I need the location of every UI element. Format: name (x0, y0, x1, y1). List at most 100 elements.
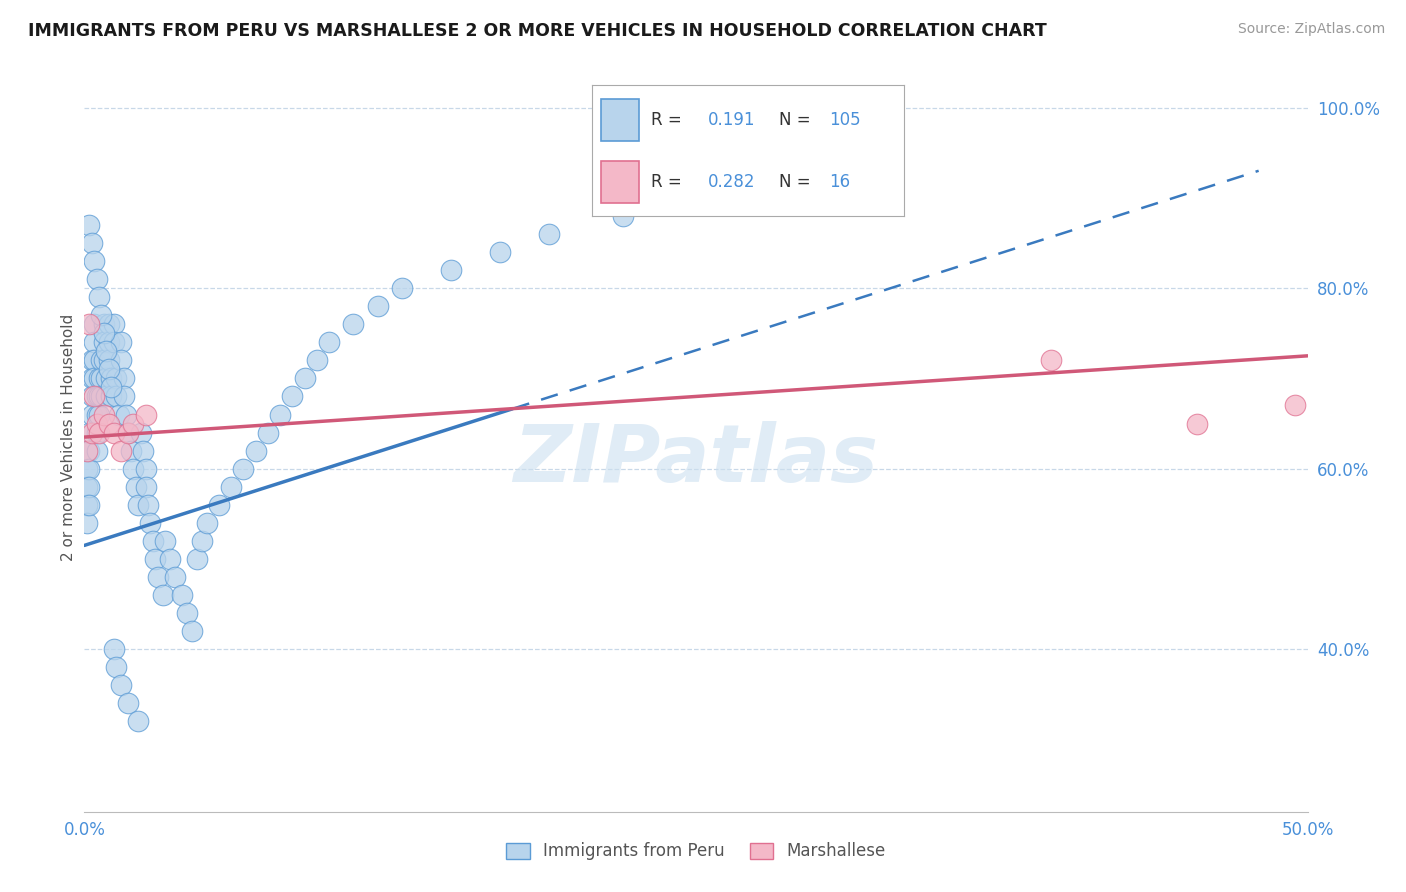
Point (90, 308, 112, 322)
Point (122, 461, 145, 475)
Point (105, 371, 128, 385)
Point (181, 624, 204, 639)
Point (76, 443, 98, 458)
Point (83, 353, 105, 368)
Point (87, 371, 110, 385)
Point (86, 408, 108, 422)
Point (305, 353, 328, 368)
Point (97, 335, 120, 350)
Point (80, 389, 103, 403)
Point (86, 425, 108, 440)
Point (93, 326, 115, 341)
Point (135, 461, 157, 475)
Point (103, 317, 125, 331)
Point (76, 516, 98, 530)
Point (112, 389, 135, 403)
Point (77, 480, 100, 494)
Point (117, 425, 139, 440)
Legend: Immigrants from Peru, Marshallese: Immigrants from Peru, Marshallese (499, 836, 893, 867)
Point (125, 480, 148, 494)
Point (107, 408, 129, 422)
Point (80, 425, 103, 440)
Point (103, 335, 125, 350)
Point (103, 642, 125, 657)
Point (219, 480, 242, 494)
Point (146, 570, 169, 584)
Point (269, 408, 291, 422)
Point (318, 335, 340, 350)
Point (90, 389, 112, 403)
Point (77, 498, 100, 512)
Text: Source: ZipAtlas.com: Source: ZipAtlas.com (1237, 22, 1385, 37)
Text: IMMIGRANTS FROM PERU VS MARSHALLESE 2 OR MORE VEHICLES IN HOUSEHOLD CORRELATION : IMMIGRANTS FROM PERU VS MARSHALLESE 2 OR… (28, 22, 1047, 40)
Point (83, 335, 105, 350)
Point (1187, 417, 1209, 431)
Point (135, 408, 157, 422)
Point (96, 389, 118, 403)
Point (87, 425, 110, 440)
Point (77, 443, 100, 458)
Point (122, 417, 145, 431)
Point (129, 425, 152, 440)
Point (120, 443, 142, 458)
Point (1284, 399, 1306, 413)
Point (77, 218, 100, 232)
Point (97, 417, 120, 431)
Point (80, 353, 103, 368)
Point (127, 714, 149, 729)
Point (132, 443, 155, 458)
Point (342, 317, 364, 331)
Point (87, 408, 110, 422)
Point (172, 588, 194, 602)
Point (232, 461, 254, 475)
Point (80, 235, 103, 250)
Point (257, 425, 280, 440)
Point (152, 588, 174, 602)
Point (117, 697, 139, 711)
Point (90, 353, 112, 368)
Point (77, 425, 100, 440)
Point (93, 353, 115, 368)
Point (83, 317, 105, 331)
Point (96, 344, 118, 359)
Point (103, 425, 125, 440)
Point (100, 380, 122, 394)
Point (391, 281, 413, 295)
Point (127, 498, 149, 512)
Point (96, 371, 118, 385)
Point (76, 461, 98, 475)
Point (83, 371, 105, 385)
Point (76, 480, 98, 494)
Point (489, 245, 512, 260)
Point (159, 552, 181, 566)
Point (195, 516, 218, 530)
Point (110, 678, 132, 692)
Text: ZIPatlas: ZIPatlas (513, 420, 879, 499)
Point (163, 570, 186, 584)
Y-axis label: 2 or more Vehicles in Household: 2 or more Vehicles in Household (60, 313, 76, 561)
Point (176, 606, 198, 620)
Point (86, 389, 108, 403)
Point (100, 371, 122, 385)
Point (83, 254, 105, 268)
Point (90, 371, 112, 385)
Point (538, 227, 561, 241)
Point (139, 516, 162, 530)
Point (76, 498, 98, 512)
Point (143, 552, 166, 566)
Point (86, 417, 108, 431)
Point (208, 498, 231, 512)
Point (191, 533, 214, 548)
Point (86, 443, 108, 458)
Point (112, 371, 135, 385)
Point (97, 353, 120, 368)
Point (135, 480, 157, 494)
Point (80, 408, 103, 422)
Point (186, 552, 208, 566)
Point (93, 335, 115, 350)
Point (87, 389, 110, 403)
Point (80, 371, 103, 385)
Point (115, 408, 138, 422)
Point (77, 461, 100, 475)
Point (93, 317, 115, 331)
